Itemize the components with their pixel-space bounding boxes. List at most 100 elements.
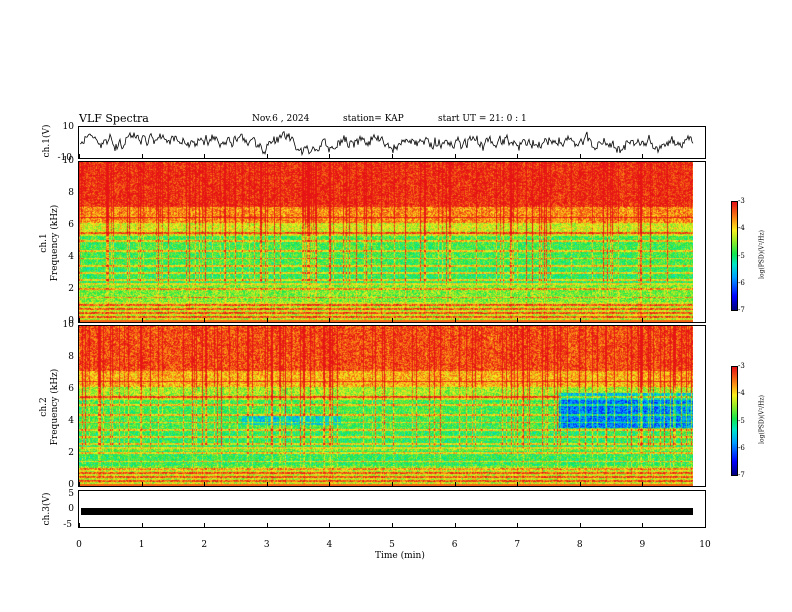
x-tick-mark xyxy=(642,154,644,158)
ch1-ylabel: ch.1(V) xyxy=(42,124,52,158)
x-tick-mark xyxy=(642,482,644,486)
ch1-spectrogram-panel xyxy=(78,161,706,323)
x-tick-mark xyxy=(329,523,331,527)
ch1-colorbar-tick-4: -7 xyxy=(738,306,745,314)
ch1-colorbar-tick-2: -5 xyxy=(738,252,745,260)
start-time-label: start UT = 21: 0 : 1 xyxy=(438,114,527,124)
x-tick-mark xyxy=(266,523,268,527)
x-tick-mark xyxy=(454,523,456,527)
ch2-spectrogram-ylabel: ch.2 Frequency (kHz) xyxy=(39,367,61,447)
ch1-colorbar-label: log(PSD)(V²/Hz) xyxy=(758,230,766,279)
x-tick-mark xyxy=(642,523,644,527)
x-tick-mark xyxy=(579,154,581,158)
ch3-ylabel: ch.3(V) xyxy=(42,492,52,526)
x-tick-mark xyxy=(392,154,393,158)
x-tick-label-1: 1 xyxy=(138,540,145,550)
ch3-signal-panel xyxy=(78,490,706,528)
x-tick-label-10: 10 xyxy=(699,540,711,550)
x-tick-label-9: 9 xyxy=(639,540,646,550)
ch1-colorbar xyxy=(731,201,738,311)
x-tick-label-3: 3 xyxy=(263,540,270,550)
x-tick-label-4: 4 xyxy=(326,540,333,550)
x-tick-mark xyxy=(141,482,143,486)
ch1-spectrogram-ytick-2: 2 xyxy=(68,284,74,294)
x-tick-mark xyxy=(266,482,268,486)
ch1-spectrogram-ytick-0: 0 xyxy=(68,316,74,326)
ch2-spectrogram-canvas xyxy=(79,326,693,486)
ch1-colorbar-tick-0: -3 xyxy=(738,197,745,205)
station-label: station= KAP xyxy=(343,114,404,124)
ch1-colorbar-tick-3: -6 xyxy=(738,279,745,287)
x-tick-label-0: 0 xyxy=(76,540,82,550)
x-tick-mark xyxy=(141,523,143,527)
chart-title: VLF Spectra xyxy=(79,112,149,125)
x-tick-mark xyxy=(517,523,519,527)
ch2-spectrogram-panel xyxy=(78,325,706,487)
x-tick-mark xyxy=(266,154,268,158)
x-tick-label-5: 5 xyxy=(389,540,395,550)
x-tick-label-2: 2 xyxy=(201,540,208,550)
ch1-spectrogram-ylabel-line1: ch.1 xyxy=(39,233,49,253)
x-tick-mark xyxy=(204,154,206,158)
x-tick-mark xyxy=(392,523,393,527)
x-tick-mark xyxy=(579,318,581,322)
ch1-spectrogram-ytick-10: 10 xyxy=(62,156,74,166)
ch1-spectrogram-ytick-6: 6 xyxy=(68,220,74,230)
ch1-waveform-svg xyxy=(79,131,694,157)
x-tick-mark xyxy=(141,318,143,322)
ch2-spectrogram-ytick-6: 6 xyxy=(68,384,74,394)
x-tick-mark xyxy=(79,154,80,158)
x-tick-mark xyxy=(454,482,456,486)
x-tick-mark xyxy=(79,523,80,527)
x-tick-mark xyxy=(454,154,456,158)
x-tick-mark xyxy=(705,154,706,158)
x-tick-mark xyxy=(329,318,331,322)
ch2-spectrogram-ytick-0: 0 xyxy=(68,480,74,490)
x-tick-mark xyxy=(579,523,581,527)
ch2-colorbar-tick-4: -7 xyxy=(738,471,745,479)
x-axis-label: Time (min) xyxy=(375,551,425,561)
ch2-spectrogram-ylabel-line2: Frequency (kHz) xyxy=(50,368,60,446)
ch1-spectrogram-ytick-4: 4 xyxy=(68,252,74,262)
x-tick-mark xyxy=(266,318,268,322)
date-label: Nov.6 , 2024 xyxy=(252,114,310,124)
ch2-spectrogram-ytick-10: 10 xyxy=(62,320,74,330)
ch2-colorbar-label: log(PSD)(V²/Hz) xyxy=(758,395,766,444)
x-tick-mark xyxy=(642,318,644,322)
ch2-spectrogram-ytick-4: 4 xyxy=(68,416,74,426)
x-tick-mark xyxy=(204,482,206,486)
ch1-ytick-bottom: -10 xyxy=(57,153,73,163)
x-tick-mark xyxy=(392,318,393,322)
x-tick-mark xyxy=(79,482,80,486)
x-tick-mark xyxy=(329,482,331,486)
ch2-spectrogram-ytick-8: 8 xyxy=(68,352,74,362)
ch1-spectrogram-canvas xyxy=(79,162,693,322)
x-tick-label-8: 8 xyxy=(576,540,583,550)
ch2-spectrogram-ylabel-line1: ch.2 xyxy=(39,397,49,417)
x-tick-mark xyxy=(517,482,519,486)
ch3-ytick-minus5: -5 xyxy=(63,520,72,530)
ch1-waveform-line xyxy=(79,131,694,157)
x-tick-mark xyxy=(454,318,456,322)
ch3-signal-band xyxy=(81,508,693,515)
ch1-waveform-panel xyxy=(78,126,706,159)
ch2-colorbar-tick-0: -3 xyxy=(738,362,745,370)
x-tick-mark xyxy=(517,318,519,322)
x-tick-mark xyxy=(579,482,581,486)
x-tick-mark xyxy=(204,318,206,322)
x-tick-mark xyxy=(141,154,143,158)
ch1-spectrogram-ylabel: ch.1 Frequency (kHz) xyxy=(39,203,61,283)
x-tick-mark xyxy=(204,523,206,527)
ch1-spectrogram-ytick-8: 8 xyxy=(68,188,74,198)
ch1-ytick-top: 10 xyxy=(62,122,74,132)
x-tick-mark xyxy=(329,154,331,158)
x-tick-mark xyxy=(705,318,706,322)
x-tick-label-7: 7 xyxy=(514,540,521,550)
ch3-ytick-0: 0 xyxy=(68,504,74,514)
x-tick-mark xyxy=(705,482,706,486)
ch2-colorbar-tick-3: -6 xyxy=(738,444,745,452)
x-tick-mark xyxy=(79,318,80,322)
ch2-spectrogram-ytick-2: 2 xyxy=(68,448,74,458)
x-tick-mark xyxy=(517,154,519,158)
x-tick-mark xyxy=(392,482,393,486)
